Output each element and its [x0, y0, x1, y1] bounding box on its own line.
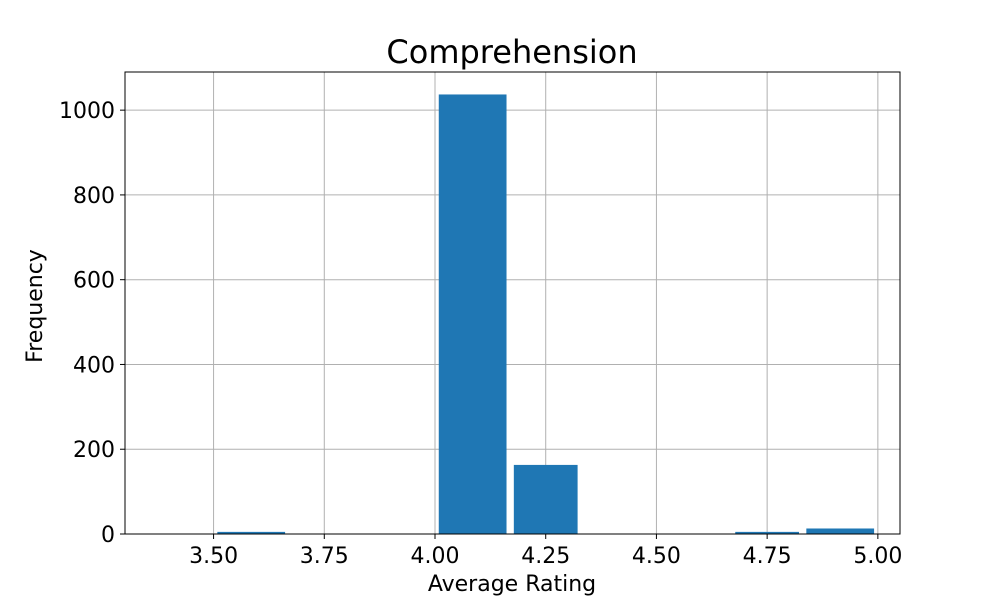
y-tick-label: 600 — [73, 269, 115, 294]
x-tick-label: 4.50 — [632, 544, 681, 569]
x-axis-label: Average Rating — [428, 572, 596, 597]
histogram-bar — [217, 531, 286, 534]
x-tick-label: 4.75 — [743, 544, 792, 569]
x-tick-label: 3.75 — [300, 544, 349, 569]
y-tick-label: 200 — [73, 438, 115, 463]
x-tick-label: 4.25 — [521, 544, 570, 569]
bars — [217, 94, 875, 534]
grid — [125, 72, 900, 535]
chart-title: Comprehension — [386, 33, 637, 71]
x-tick-label: 4.00 — [411, 544, 460, 569]
x-tick-label: 5.00 — [853, 544, 902, 569]
y-tick-label: 800 — [73, 184, 115, 209]
y-tick-label: 0 — [101, 523, 115, 548]
x-tick-label: 3.50 — [189, 544, 238, 569]
x-axis-ticks: 3.50 3.75 4.00 4.25 4.50 4.75 5.00 — [189, 534, 902, 569]
y-axis-ticks: 0 200 400 600 800 1000 — [59, 99, 125, 548]
y-tick-label: 400 — [73, 353, 115, 378]
plot-frame — [124, 71, 901, 535]
y-tick-label: 1000 — [59, 99, 115, 124]
histogram-bar — [438, 94, 507, 534]
histogram-bar — [735, 531, 800, 534]
histogram-bar — [513, 464, 578, 534]
y-axis-label: Frequency — [23, 249, 48, 363]
histogram-bar — [806, 528, 875, 534]
